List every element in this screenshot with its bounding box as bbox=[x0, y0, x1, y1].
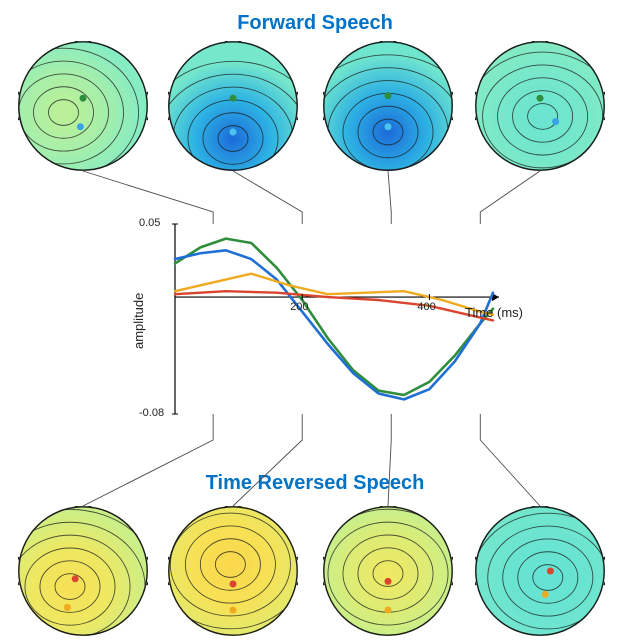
response-chart bbox=[145, 216, 523, 436]
topomap-b4 bbox=[475, 506, 605, 636]
xtick-200: 200 bbox=[290, 301, 308, 313]
forward-speech-title: Forward Speech bbox=[165, 12, 465, 35]
topomap-t4 bbox=[475, 41, 605, 171]
x-axis-label: Time (ms) bbox=[465, 305, 523, 320]
topomap-t2 bbox=[168, 41, 298, 171]
ytick-0.05: 0.05 bbox=[139, 217, 160, 229]
topomap-b1 bbox=[18, 506, 148, 636]
reversed-speech-title: Time Reversed Speech bbox=[165, 472, 465, 495]
xtick-400: 400 bbox=[417, 301, 435, 313]
topomap-t1 bbox=[18, 41, 148, 171]
series-rev-red bbox=[175, 291, 493, 320]
y-axis-label: amplitude bbox=[131, 293, 146, 349]
series-fwd-blue bbox=[175, 250, 493, 399]
ytick--0.08: -0.08 bbox=[139, 407, 164, 419]
topomap-b2 bbox=[168, 506, 298, 636]
topomap-t3 bbox=[323, 41, 453, 171]
topomap-b3 bbox=[323, 506, 453, 636]
